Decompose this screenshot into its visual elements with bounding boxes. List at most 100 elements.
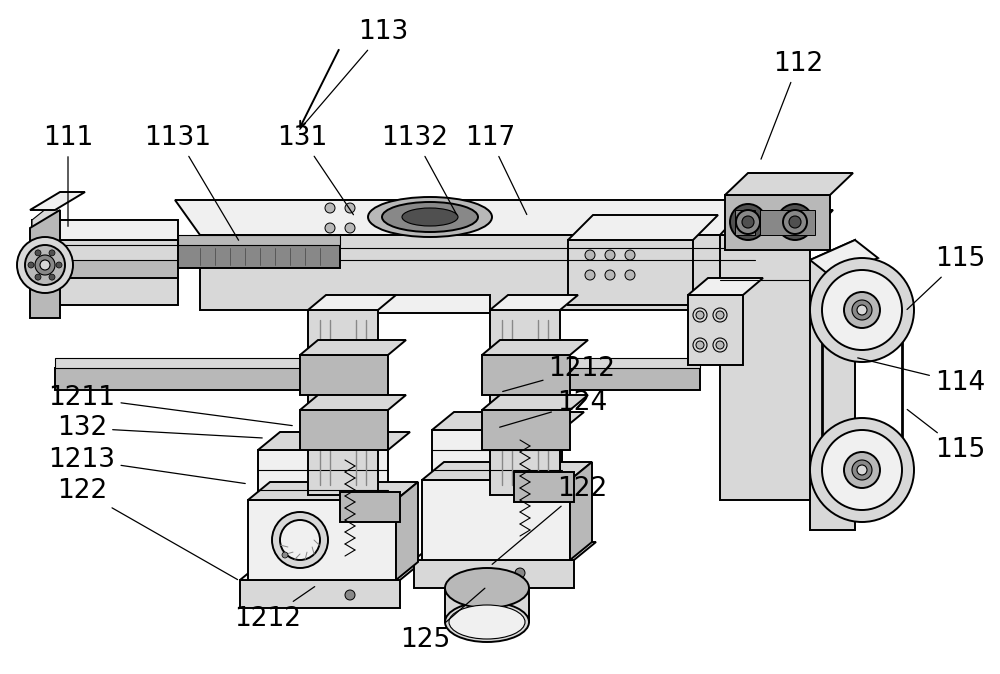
Polygon shape [300,395,406,410]
Polygon shape [482,395,588,410]
Polygon shape [490,368,700,390]
Polygon shape [32,200,57,235]
Polygon shape [258,432,410,450]
Polygon shape [55,245,178,260]
Circle shape [742,216,754,228]
Text: 122: 122 [57,478,238,580]
Circle shape [625,270,635,280]
Circle shape [35,274,41,280]
Polygon shape [340,492,400,522]
Ellipse shape [368,197,492,237]
Polygon shape [414,560,574,588]
Polygon shape [568,215,718,240]
Polygon shape [308,310,378,495]
Circle shape [696,311,704,319]
Circle shape [605,250,615,260]
Circle shape [844,452,880,488]
Text: 125: 125 [400,588,485,653]
Polygon shape [490,295,578,310]
Polygon shape [30,192,85,210]
Polygon shape [55,260,178,278]
Polygon shape [725,195,830,250]
Circle shape [716,341,724,349]
Circle shape [822,430,902,510]
Polygon shape [308,295,396,310]
Circle shape [693,338,707,352]
Circle shape [696,341,704,349]
Circle shape [35,250,41,256]
Circle shape [515,568,525,578]
Circle shape [345,223,355,233]
Circle shape [810,258,914,362]
Polygon shape [810,240,878,278]
Polygon shape [300,340,406,355]
Circle shape [693,308,707,322]
Circle shape [345,590,355,600]
Text: 115: 115 [907,410,985,463]
Text: 122: 122 [492,476,607,564]
Text: 111: 111 [43,125,93,226]
Circle shape [713,338,727,352]
Polygon shape [240,562,422,580]
Text: 117: 117 [465,125,527,214]
Circle shape [822,270,902,350]
Polygon shape [445,588,529,622]
Polygon shape [258,450,388,500]
Text: 1132: 1132 [382,125,457,214]
Circle shape [40,260,50,270]
Polygon shape [760,210,815,235]
Polygon shape [490,358,700,368]
Ellipse shape [402,208,458,226]
Circle shape [272,512,328,568]
Circle shape [35,255,55,275]
Circle shape [625,250,635,260]
Text: 1212: 1212 [503,357,616,392]
Polygon shape [810,240,855,530]
Circle shape [280,520,320,560]
Circle shape [736,210,760,234]
Polygon shape [482,355,570,395]
Circle shape [777,204,813,240]
Circle shape [325,223,335,233]
Circle shape [56,262,62,268]
Polygon shape [240,580,400,608]
Text: 132: 132 [57,415,262,441]
Ellipse shape [449,605,525,639]
Polygon shape [570,462,592,560]
Text: 115: 115 [907,247,985,309]
Polygon shape [482,340,588,355]
Circle shape [852,460,872,480]
Polygon shape [32,220,178,240]
Text: 131: 131 [277,125,353,215]
Polygon shape [720,210,833,235]
Ellipse shape [445,568,529,608]
Circle shape [783,210,807,234]
Polygon shape [248,482,418,500]
Polygon shape [688,278,763,295]
Circle shape [28,262,34,268]
Circle shape [716,311,724,319]
Text: 114: 114 [858,358,985,396]
Circle shape [282,552,288,558]
Circle shape [585,250,595,260]
Circle shape [345,203,355,213]
Circle shape [810,418,914,522]
Polygon shape [725,173,853,195]
Polygon shape [175,200,755,235]
Polygon shape [432,430,562,480]
Polygon shape [422,480,570,560]
Text: 112: 112 [761,51,823,159]
Text: 1212: 1212 [234,586,315,632]
Circle shape [852,300,872,320]
Polygon shape [432,412,584,430]
Polygon shape [378,295,490,313]
Polygon shape [55,368,315,390]
Circle shape [325,203,335,213]
Text: 113: 113 [300,20,408,129]
Circle shape [789,216,801,228]
Polygon shape [490,310,560,495]
Ellipse shape [382,202,478,232]
Polygon shape [414,542,596,560]
Circle shape [49,274,55,280]
Polygon shape [55,358,315,368]
